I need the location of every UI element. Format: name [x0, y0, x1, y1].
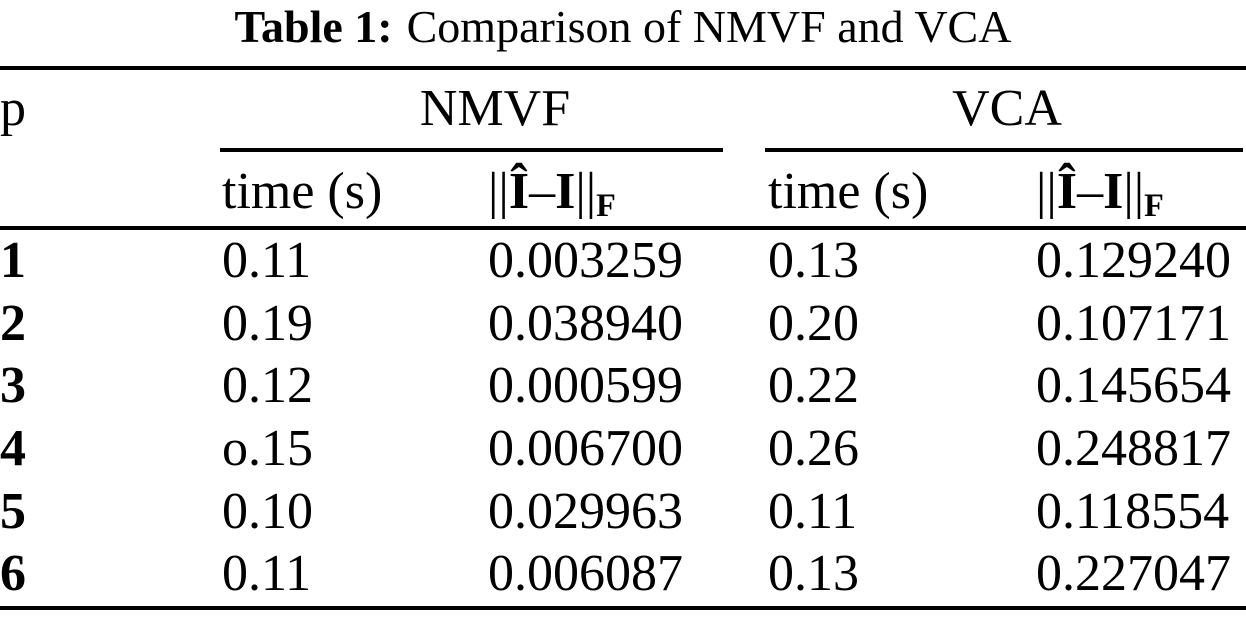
subheader-spacer: [0, 152, 222, 237]
row-label-p: 1: [0, 232, 26, 289]
comparison-table: p NMVF VCA time (s) ||Î–I||F time (s) ||…: [0, 66, 1246, 611]
vca-error-header: ||Î–I||F: [1036, 152, 1246, 237]
norm-bars: ||: [575, 163, 597, 220]
group-header-nmvf: NMVF: [419, 80, 571, 137]
table-row: 5 0.10 0.029963 0.11 0.118554: [0, 481, 1246, 544]
row-label-p: 2: [0, 294, 26, 352]
vca-error-value: 0.145654: [1036, 357, 1231, 415]
nmvf-error-value: 0.000599: [488, 357, 683, 415]
table-bottom-rule: [0, 606, 1246, 611]
column-header-p: p: [0, 80, 26, 137]
vca-error-value: 0.118554: [1036, 482, 1230, 540]
nmvf-time-value: 0.11: [222, 232, 312, 289]
norm-bars: ||: [1036, 163, 1057, 220]
nmvf-time-value: 0.11: [222, 545, 312, 603]
nmvf-error-value: 0.029963: [488, 482, 683, 540]
vca-time-value: 0.20: [768, 294, 859, 352]
nmvf-error-header: ||Î–I||F: [488, 152, 768, 237]
nmvf-time-value: 0.10: [222, 482, 313, 540]
table-row: 2 0.19 0.038940 0.20 0.107171: [0, 293, 1246, 356]
vca-time-value: 0.26: [768, 420, 859, 478]
vca-time-value: 0.11: [768, 482, 858, 540]
norm-dash: –: [529, 163, 556, 220]
vca-error-value: 0.129240: [1036, 232, 1231, 289]
nmvf-time-value: 0.19: [222, 294, 313, 352]
nmvf-error-value: 0.003259: [488, 232, 683, 289]
norm-i: I: [1103, 163, 1124, 220]
norm-subscript-f: F: [1144, 187, 1164, 224]
table-caption-label: Table 1:: [234, 1, 393, 52]
vca-error-value: 0.227047: [1036, 545, 1231, 603]
nmvf-error-value: 0.006700: [488, 420, 683, 478]
vca-time-value: 0.13: [768, 545, 859, 603]
table-mid-rule: [0, 226, 1246, 230]
row-label-p: 4: [0, 420, 26, 478]
norm-bars: ||: [488, 163, 509, 220]
vca-time-value: 0.22: [768, 357, 859, 415]
vca-error-value: 0.248817: [1036, 420, 1231, 478]
nmvf-group-rule: [220, 148, 723, 152]
nmvf-time-header: time (s): [222, 163, 383, 220]
norm-subscript-f: F: [596, 187, 616, 224]
vca-group-rule: [765, 148, 1243, 152]
table-caption-text: Comparison of NMVF and VCA: [406, 1, 1012, 52]
norm-i-hat: Î: [1056, 163, 1078, 220]
norm-bars: ||: [1123, 163, 1145, 220]
table-row: 6 0.11 0.006087 0.13 0.227047: [0, 543, 1246, 606]
row-label-p: 6: [0, 545, 26, 603]
nmvf-error-value: 0.006087: [488, 545, 683, 603]
table-top-rule: [0, 66, 1246, 70]
group-header-vca: VCA: [952, 80, 1062, 137]
norm-i: I: [555, 163, 576, 220]
norm-i-hat: Î: [508, 163, 530, 220]
table-caption: Table 1: Comparison of NMVF and VCA: [0, 0, 1246, 58]
norm-dash: –: [1077, 163, 1104, 220]
table-row: 4 o.15 0.006700 0.26 0.248817: [0, 418, 1246, 481]
row-label-p: 5: [0, 482, 26, 540]
vca-time-header: time (s): [768, 163, 929, 220]
vca-time-value: 0.13: [768, 232, 859, 289]
nmvf-time-value: 0.12: [222, 357, 313, 415]
table-subheader-row: time (s) ||Î–I||F time (s) ||Î–I||F: [0, 152, 1246, 226]
table-row: 3 0.12 0.000599 0.22 0.145654: [0, 355, 1246, 418]
vca-error-value: 0.107171: [1036, 294, 1231, 352]
row-label-p: 3: [0, 357, 26, 415]
nmvf-error-value: 0.038940: [488, 294, 683, 352]
table-group-header-row: p NMVF VCA: [0, 70, 1246, 148]
group-underline-row: [0, 148, 1246, 152]
table-row: 1 0.11 0.003259 0.13 0.129240: [0, 230, 1246, 293]
nmvf-time-value: o.15: [222, 420, 313, 478]
